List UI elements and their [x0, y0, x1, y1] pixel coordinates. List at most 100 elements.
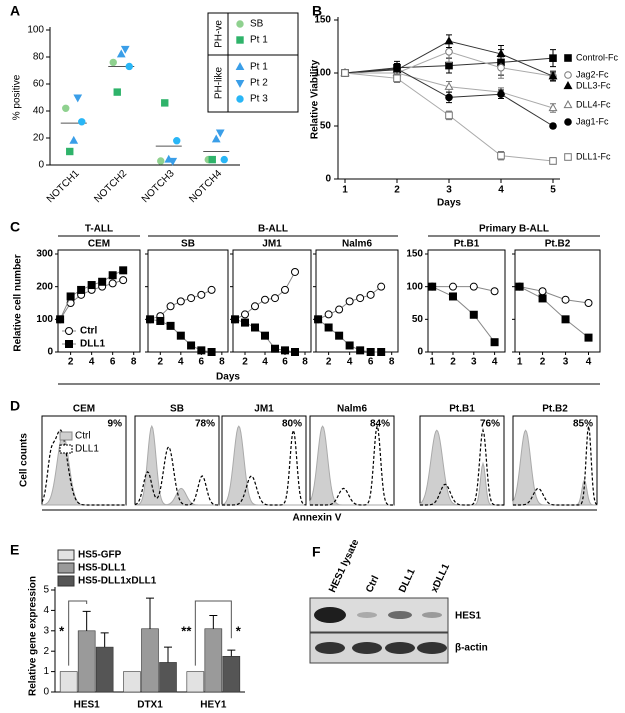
panel-title: Pt.B1 — [454, 239, 480, 250]
x-tick-label: NOTCH3 — [140, 168, 177, 205]
dot — [62, 104, 70, 113]
y-tick-label: 5 — [43, 585, 49, 596]
ctrl-histogram — [134, 424, 219, 506]
legend-label: HS5-GFP — [78, 550, 122, 561]
x-tick-label: 4 — [347, 357, 353, 368]
x-tick-label: 6 — [110, 357, 116, 368]
panel-title: SB — [170, 404, 184, 415]
x-tick-label: NOTCH1 — [45, 168, 82, 205]
panel-letter: C — [10, 219, 20, 235]
point — [231, 315, 239, 324]
legend-swatch — [59, 444, 73, 454]
point — [561, 315, 570, 324]
point — [261, 295, 269, 304]
plot-frame — [57, 249, 141, 353]
y-tick-label: 150 — [314, 15, 331, 26]
dot — [120, 45, 130, 54]
dot — [78, 118, 86, 126]
point — [584, 299, 593, 307]
point — [281, 285, 289, 294]
x-tick-label: 6 — [199, 357, 205, 368]
legend-label: Pt 1 — [250, 62, 268, 73]
ctrl-histogram — [419, 429, 504, 506]
point — [87, 281, 96, 290]
x-tick-label: 4 — [492, 357, 498, 368]
series-line — [519, 286, 589, 339]
y-tick-label: 3 — [43, 625, 49, 636]
panel-title: SB — [181, 239, 195, 250]
y-axis-label: Relative Viability — [310, 59, 321, 139]
point — [335, 331, 344, 340]
series-line — [519, 286, 589, 304]
legend-swatch — [57, 562, 75, 574]
point — [241, 318, 249, 327]
error-bar — [146, 597, 154, 629]
y-tick-label: 20 — [33, 133, 45, 144]
panel-title: JM1 — [254, 404, 274, 415]
y-tick-label: 0 — [325, 174, 331, 185]
point — [515, 282, 524, 291]
lane-label: DLL1 — [397, 567, 418, 595]
dot — [116, 49, 126, 58]
legend-label: HS5-DLL1xDLL1 — [78, 576, 157, 587]
legend-label: Pt 1 — [250, 35, 268, 46]
point — [281, 346, 289, 355]
point — [251, 323, 259, 332]
legend-marker — [235, 79, 245, 88]
point — [497, 90, 505, 98]
point — [324, 310, 333, 319]
x-tick-label: 4 — [262, 357, 268, 368]
panel-title: Pt.B2 — [545, 239, 571, 250]
panel-letter: D — [10, 398, 20, 414]
legend-swatch — [57, 549, 75, 561]
band — [315, 642, 345, 654]
y-tick-label: 40 — [33, 106, 45, 117]
point — [549, 54, 557, 62]
error-bar — [209, 615, 218, 629]
point — [393, 74, 401, 83]
panel-title: JM1 — [262, 239, 282, 250]
group-label: B-ALL — [258, 224, 288, 235]
legend-swatch — [59, 431, 73, 441]
dot — [161, 99, 169, 107]
x-tick-label: NOTCH4 — [187, 168, 224, 205]
point — [584, 333, 593, 342]
point — [56, 315, 65, 324]
band — [388, 611, 412, 619]
point — [444, 36, 454, 45]
significance-bracket — [68, 600, 88, 666]
point — [108, 279, 117, 288]
y-tick-label: 0 — [43, 687, 49, 698]
x-axis-label: Annexin V — [293, 513, 342, 524]
dot — [73, 94, 83, 103]
dll1-histogram — [513, 426, 598, 506]
plot-frame — [232, 249, 312, 353]
row-label: β-actin — [455, 643, 488, 654]
point — [119, 266, 128, 275]
point — [548, 71, 558, 80]
percent-label: 76% — [480, 419, 500, 430]
x-tick-label: 1 — [342, 185, 348, 196]
error-bar — [164, 646, 172, 663]
x-tick-label: 2 — [242, 357, 248, 368]
y-tick-label: 0 — [38, 160, 44, 171]
point — [445, 93, 453, 102]
error-bar — [82, 610, 91, 631]
point — [166, 321, 175, 330]
x-tick-label: 3 — [563, 357, 569, 368]
panel-letter: B — [312, 3, 322, 19]
point — [66, 292, 75, 301]
significance-label: * — [236, 623, 242, 638]
bar — [222, 655, 241, 693]
band — [352, 642, 382, 654]
point — [393, 64, 401, 73]
x-tick-label: 2 — [450, 357, 456, 368]
dot — [113, 88, 121, 96]
dot — [66, 147, 74, 156]
point — [490, 287, 499, 296]
bar — [159, 662, 177, 693]
point — [146, 315, 155, 324]
y-tick-label: 1 — [43, 666, 49, 677]
x-tick-label: 3 — [471, 357, 477, 368]
significance-bracket — [194, 600, 232, 666]
